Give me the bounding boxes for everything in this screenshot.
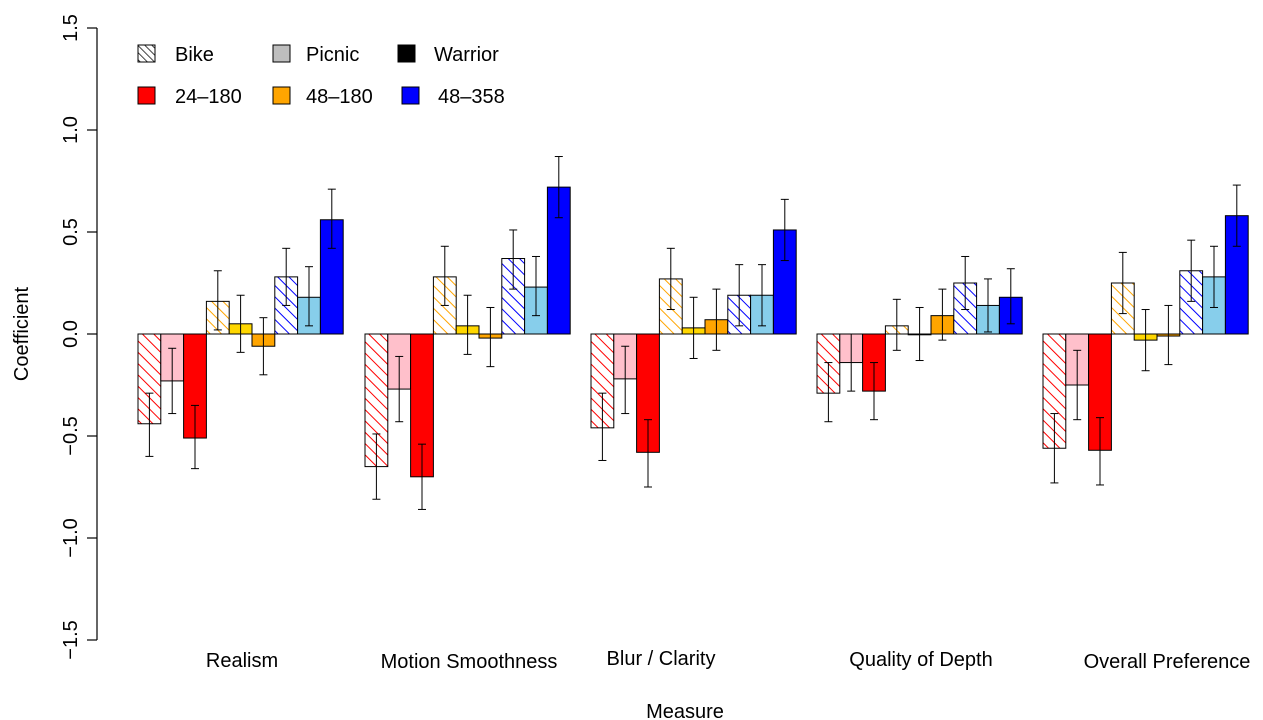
x-axis-label: Measure: [646, 701, 724, 720]
error-bar: [532, 255, 540, 317]
error-bar: [915, 306, 924, 362]
y-tick-label: −1.5: [60, 620, 82, 659]
legend-swatch-48-358: [401, 86, 420, 105]
legend-swatch-picnic: [272, 44, 291, 63]
error-bar: [666, 247, 675, 311]
y-axis-label: Coefficient: [11, 286, 33, 381]
error-bar: [961, 255, 970, 311]
error-bar: [1096, 417, 1104, 486]
error-bar: [621, 345, 630, 415]
error-bar: [1210, 245, 1218, 308]
error-bar: [847, 333, 856, 392]
y-tick-label: −1.0: [60, 518, 82, 557]
error-bar: [689, 296, 698, 359]
error-bar: [327, 188, 336, 249]
legend-swatch-24-180: [137, 86, 156, 105]
category-label: Quality of Depth: [849, 649, 992, 671]
category-labels: Realism Motion Smoothness Blur / Clarity Qu…: [206, 648, 1251, 673]
error-bar: [1164, 304, 1173, 366]
error-bar: [305, 266, 313, 327]
error-bar: [598, 392, 607, 461]
error-bar: [395, 355, 404, 423]
error-bar: [1187, 239, 1196, 302]
error-bar: [1073, 349, 1082, 421]
legend-label-bike: Bike: [175, 44, 214, 66]
category-label: Overall Preference: [1084, 651, 1251, 673]
legend: Bike Picnic Warrior 24–180 48–180 48–358: [137, 44, 505, 108]
error-bar: [870, 362, 878, 421]
error-bar: [554, 156, 563, 219]
legend-swatch-warrior: [397, 44, 416, 63]
error-bar: [824, 362, 833, 423]
error-bar: [418, 443, 426, 510]
error-bar: [145, 392, 154, 457]
error-bar: [213, 270, 222, 331]
error-bar: [191, 404, 199, 470]
error-bar: [644, 419, 652, 488]
error-bar: [486, 306, 495, 368]
error-bar: [236, 294, 245, 353]
legend-label-48-180: 48–180: [306, 86, 373, 108]
error-bar: [1232, 184, 1241, 247]
y-axis: −1.5 −1.0 −0.5 0.0 0.5 1.0 1.5: [60, 14, 98, 660]
error-bar: [509, 229, 518, 290]
error-bar: [712, 288, 721, 351]
error-bar: [282, 247, 291, 306]
legend-label-warrior: Warrior: [434, 44, 499, 66]
error-bar: [1141, 309, 1150, 372]
legend-label-24-180: 24–180: [175, 86, 242, 108]
error-bar: [735, 264, 744, 327]
legend-label-picnic: Picnic: [306, 44, 359, 66]
error-bar: [259, 317, 268, 376]
error-bar: [463, 294, 472, 355]
legend-swatch-bike: [137, 44, 156, 63]
y-tick-label: −0.5: [60, 416, 82, 455]
error-bar: [1006, 268, 1015, 325]
error-bar: [1050, 413, 1059, 484]
category-label: Blur / Clarity: [607, 648, 716, 670]
y-tick-label: 0.5: [60, 218, 82, 246]
error-bar: [780, 198, 789, 262]
y-tick-label: 1.0: [60, 116, 82, 144]
error-bar: [1118, 251, 1127, 315]
error-bar: [372, 433, 381, 500]
category-label: Realism: [206, 650, 278, 672]
error-bar: [892, 298, 901, 351]
error-bar: [938, 288, 947, 341]
category-label: Motion Smoothness: [381, 651, 558, 673]
y-tick-label: 0.0: [60, 320, 82, 348]
legend-swatch-48-180: [272, 86, 291, 105]
error-bars-group: [145, 156, 1241, 510]
error-bar: [984, 278, 992, 333]
error-bar: [168, 347, 177, 415]
error-bar: [758, 264, 766, 327]
error-bar: [440, 245, 449, 306]
legend-label-48-358: 48–358: [438, 86, 505, 108]
y-tick-label: 1.5: [60, 14, 82, 42]
